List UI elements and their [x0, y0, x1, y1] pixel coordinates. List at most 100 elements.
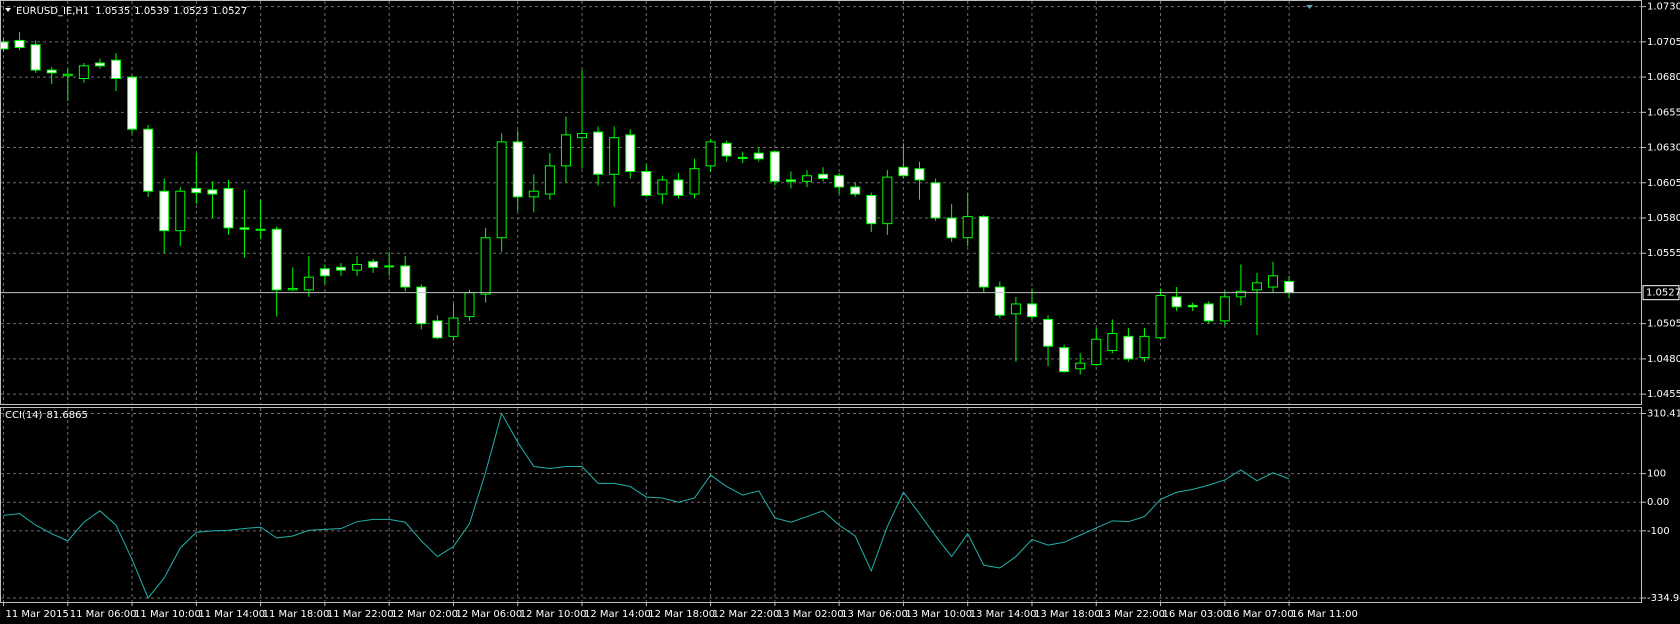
candle-body: [1171, 296, 1182, 308]
candle-body: [143, 128, 154, 192]
candle-body: [577, 132, 588, 139]
candle-body: [496, 141, 507, 239]
candle-body: [914, 168, 925, 181]
y-tick-label: 1.0655: [1647, 107, 1680, 118]
candle-body: [239, 227, 250, 230]
y-tick-label: -334.940: [1647, 593, 1680, 604]
candle-body: [785, 179, 796, 182]
y-tick-label: 1.0605: [1647, 178, 1680, 189]
x-tick-label: 11 Mar 22:00: [327, 609, 394, 620]
y-tick-label: 1.0705: [1647, 37, 1680, 48]
candle-body: [14, 39, 25, 48]
y-tick-label: 1.0580: [1647, 213, 1680, 224]
candle-body: [30, 44, 41, 71]
candle-body: [287, 287, 298, 291]
candle-body: [400, 265, 411, 288]
y-tick-label: 1.0630: [1647, 143, 1680, 154]
candle-body: [448, 317, 459, 337]
y-tick-label: 310.41: [1647, 409, 1680, 420]
candle-body: [930, 182, 941, 219]
y-tick-label: 1.0680: [1647, 72, 1680, 83]
x-tick-label: 13 Mar 18:00: [1034, 609, 1101, 620]
candle-body: [1139, 335, 1150, 359]
y-tick-label: 1.0730: [1647, 2, 1680, 13]
y-tick-label: -100: [1647, 526, 1670, 537]
candle-body: [1123, 335, 1134, 360]
candle-body: [0, 41, 9, 50]
candle-body: [159, 190, 170, 232]
x-tick-label: 13 Mar 22:00: [1098, 609, 1165, 620]
candle-body: [1091, 338, 1102, 366]
candle-body: [1187, 304, 1198, 308]
x-tick-label: 12 Mar 14:00: [584, 609, 651, 620]
x-tick-label: 13 Mar 06:00: [841, 609, 908, 620]
x-tick-label: 12 Mar 02:00: [391, 609, 458, 620]
candle-body: [352, 264, 363, 271]
x-tick-label: 12 Mar 06:00: [455, 609, 522, 620]
candle-body: [46, 69, 57, 74]
price-pane-border: [0, 0, 1642, 405]
shift-marker: [1306, 5, 1313, 9]
menu-icon: [5, 8, 11, 12]
candle-body: [625, 134, 636, 172]
candle-body: [994, 286, 1005, 316]
x-tick-label: 12 Mar 22:00: [713, 609, 780, 620]
candle-body: [207, 189, 218, 195]
candle-body: [127, 76, 138, 130]
candle-body: [946, 217, 957, 239]
candle-body: [978, 216, 989, 288]
candle-body: [1010, 303, 1021, 315]
candle-body: [753, 152, 764, 160]
cci-current: 81.6865: [46, 410, 87, 421]
candle-body: [1284, 280, 1295, 294]
y-tick-label: 0.00: [1647, 497, 1669, 508]
candle-body: [544, 165, 555, 195]
y-tick-label: 1.0505: [1647, 319, 1680, 330]
y-tick-label: 100: [1647, 469, 1666, 480]
x-tick-label: 13 Mar 14:00: [970, 609, 1037, 620]
candle-body: [303, 276, 314, 291]
cci-line: [3, 412, 1290, 599]
candle-body: [78, 65, 89, 80]
candle-body: [1203, 303, 1214, 322]
x-tick-label: 16 Mar 07:00: [1227, 609, 1294, 620]
candle-body: [705, 141, 716, 167]
candle-body: [62, 73, 73, 77]
x-tick-label: 11 Mar 06:00: [70, 609, 137, 620]
candle-body: [898, 166, 909, 177]
grid-layer: [1, 1, 1646, 606]
candle-body: [223, 187, 234, 229]
candle-body: [818, 173, 829, 180]
candle-body: [528, 190, 539, 198]
candle-body: [593, 131, 604, 175]
candle-body: [1075, 362, 1086, 370]
candle-body: [657, 179, 668, 195]
candle-body: [432, 320, 443, 339]
candle-body: [1251, 282, 1262, 291]
y-tick-label: 1.0555: [1647, 248, 1680, 259]
candle-body: [335, 266, 346, 271]
candle-body: [480, 237, 491, 295]
candle-body: [737, 156, 748, 159]
x-tick-label: 12 Mar 18:00: [648, 609, 715, 620]
x-tick-label: 16 Mar 03:00: [1163, 609, 1230, 620]
candle-body: [560, 134, 571, 167]
candle-body: [1059, 347, 1070, 373]
mark-layer: [0, 32, 1642, 599]
candle-body: [368, 261, 379, 268]
candle-body: [1026, 303, 1037, 318]
header-open: 1.0535: [95, 6, 130, 17]
cci-pane-border: [0, 407, 1642, 603]
candle-body: [1043, 318, 1054, 347]
candle-body: [802, 175, 812, 182]
candle-body: [94, 62, 105, 67]
x-tick-label: 16 Mar 11:00: [1291, 609, 1358, 620]
candle-body: [416, 286, 427, 325]
candle-body: [255, 228, 266, 231]
candle-body: [191, 187, 202, 194]
x-tick-label: 12 Mar 10:00: [520, 609, 587, 620]
candle-body: [882, 176, 893, 225]
header-close: 1.0527: [212, 6, 247, 17]
